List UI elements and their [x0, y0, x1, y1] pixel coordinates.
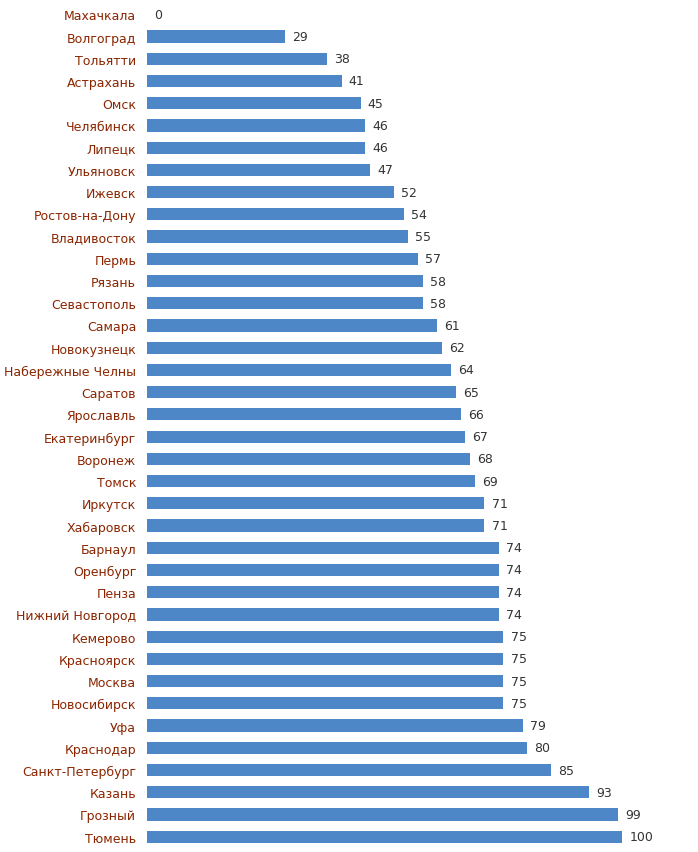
Text: 58: 58 [430, 297, 446, 310]
Bar [147, 98, 361, 110]
Bar [147, 231, 408, 244]
Bar [147, 809, 618, 820]
Text: 41: 41 [349, 75, 364, 89]
Text: 80: 80 [535, 741, 551, 754]
Text: 100: 100 [630, 830, 653, 843]
Bar [147, 564, 499, 577]
Bar [147, 831, 623, 843]
Text: 57: 57 [425, 253, 441, 266]
Bar [147, 653, 503, 665]
Bar [147, 720, 523, 732]
Text: 46: 46 [373, 120, 388, 133]
Text: 45: 45 [368, 98, 384, 111]
Text: 75: 75 [511, 630, 526, 643]
Bar [147, 343, 442, 354]
Bar [147, 453, 470, 465]
Bar [147, 431, 466, 443]
Bar [147, 320, 437, 332]
Text: 69: 69 [482, 475, 498, 488]
Bar [147, 142, 366, 154]
Text: 38: 38 [334, 53, 350, 66]
Bar [147, 786, 589, 798]
Bar [147, 253, 418, 266]
Text: 61: 61 [444, 320, 460, 332]
Bar [147, 387, 456, 399]
Bar [147, 520, 484, 532]
Text: 54: 54 [410, 209, 426, 222]
Bar [147, 475, 475, 487]
Bar [147, 764, 551, 776]
Text: 99: 99 [625, 808, 641, 821]
Bar [147, 164, 370, 176]
Bar [147, 76, 342, 88]
Bar [147, 630, 503, 643]
Text: 47: 47 [378, 164, 393, 177]
Text: 75: 75 [511, 697, 526, 710]
Bar [147, 498, 484, 509]
Text: 52: 52 [401, 187, 417, 199]
Bar [147, 298, 422, 310]
Text: 46: 46 [373, 142, 388, 155]
Bar [147, 32, 285, 43]
Bar [147, 54, 327, 66]
Bar [147, 209, 403, 222]
Text: 0: 0 [154, 9, 162, 22]
Text: 75: 75 [511, 675, 526, 688]
Text: 74: 74 [506, 586, 521, 599]
Text: 74: 74 [506, 542, 521, 555]
Bar [147, 698, 503, 710]
Text: 64: 64 [459, 364, 474, 377]
Text: 58: 58 [430, 275, 446, 288]
Bar [147, 676, 503, 688]
Text: 67: 67 [473, 430, 489, 444]
Bar [147, 187, 394, 199]
Text: 79: 79 [530, 719, 546, 732]
Bar [147, 608, 499, 621]
Text: 71: 71 [491, 498, 507, 510]
Text: 93: 93 [596, 786, 612, 799]
Bar [147, 275, 422, 288]
Text: 29: 29 [292, 31, 308, 44]
Text: 71: 71 [491, 520, 507, 532]
Text: 75: 75 [511, 653, 526, 665]
Bar [147, 365, 451, 377]
Text: 74: 74 [506, 564, 521, 577]
Text: 68: 68 [477, 452, 493, 466]
Text: 65: 65 [463, 386, 479, 400]
Bar [147, 409, 461, 421]
Bar [147, 542, 499, 554]
Text: 62: 62 [449, 342, 464, 354]
Bar [147, 120, 366, 132]
Bar [147, 586, 499, 599]
Text: 66: 66 [468, 408, 484, 422]
Text: 85: 85 [558, 763, 574, 777]
Text: 55: 55 [415, 231, 431, 244]
Bar [147, 742, 527, 754]
Text: 74: 74 [506, 608, 521, 621]
